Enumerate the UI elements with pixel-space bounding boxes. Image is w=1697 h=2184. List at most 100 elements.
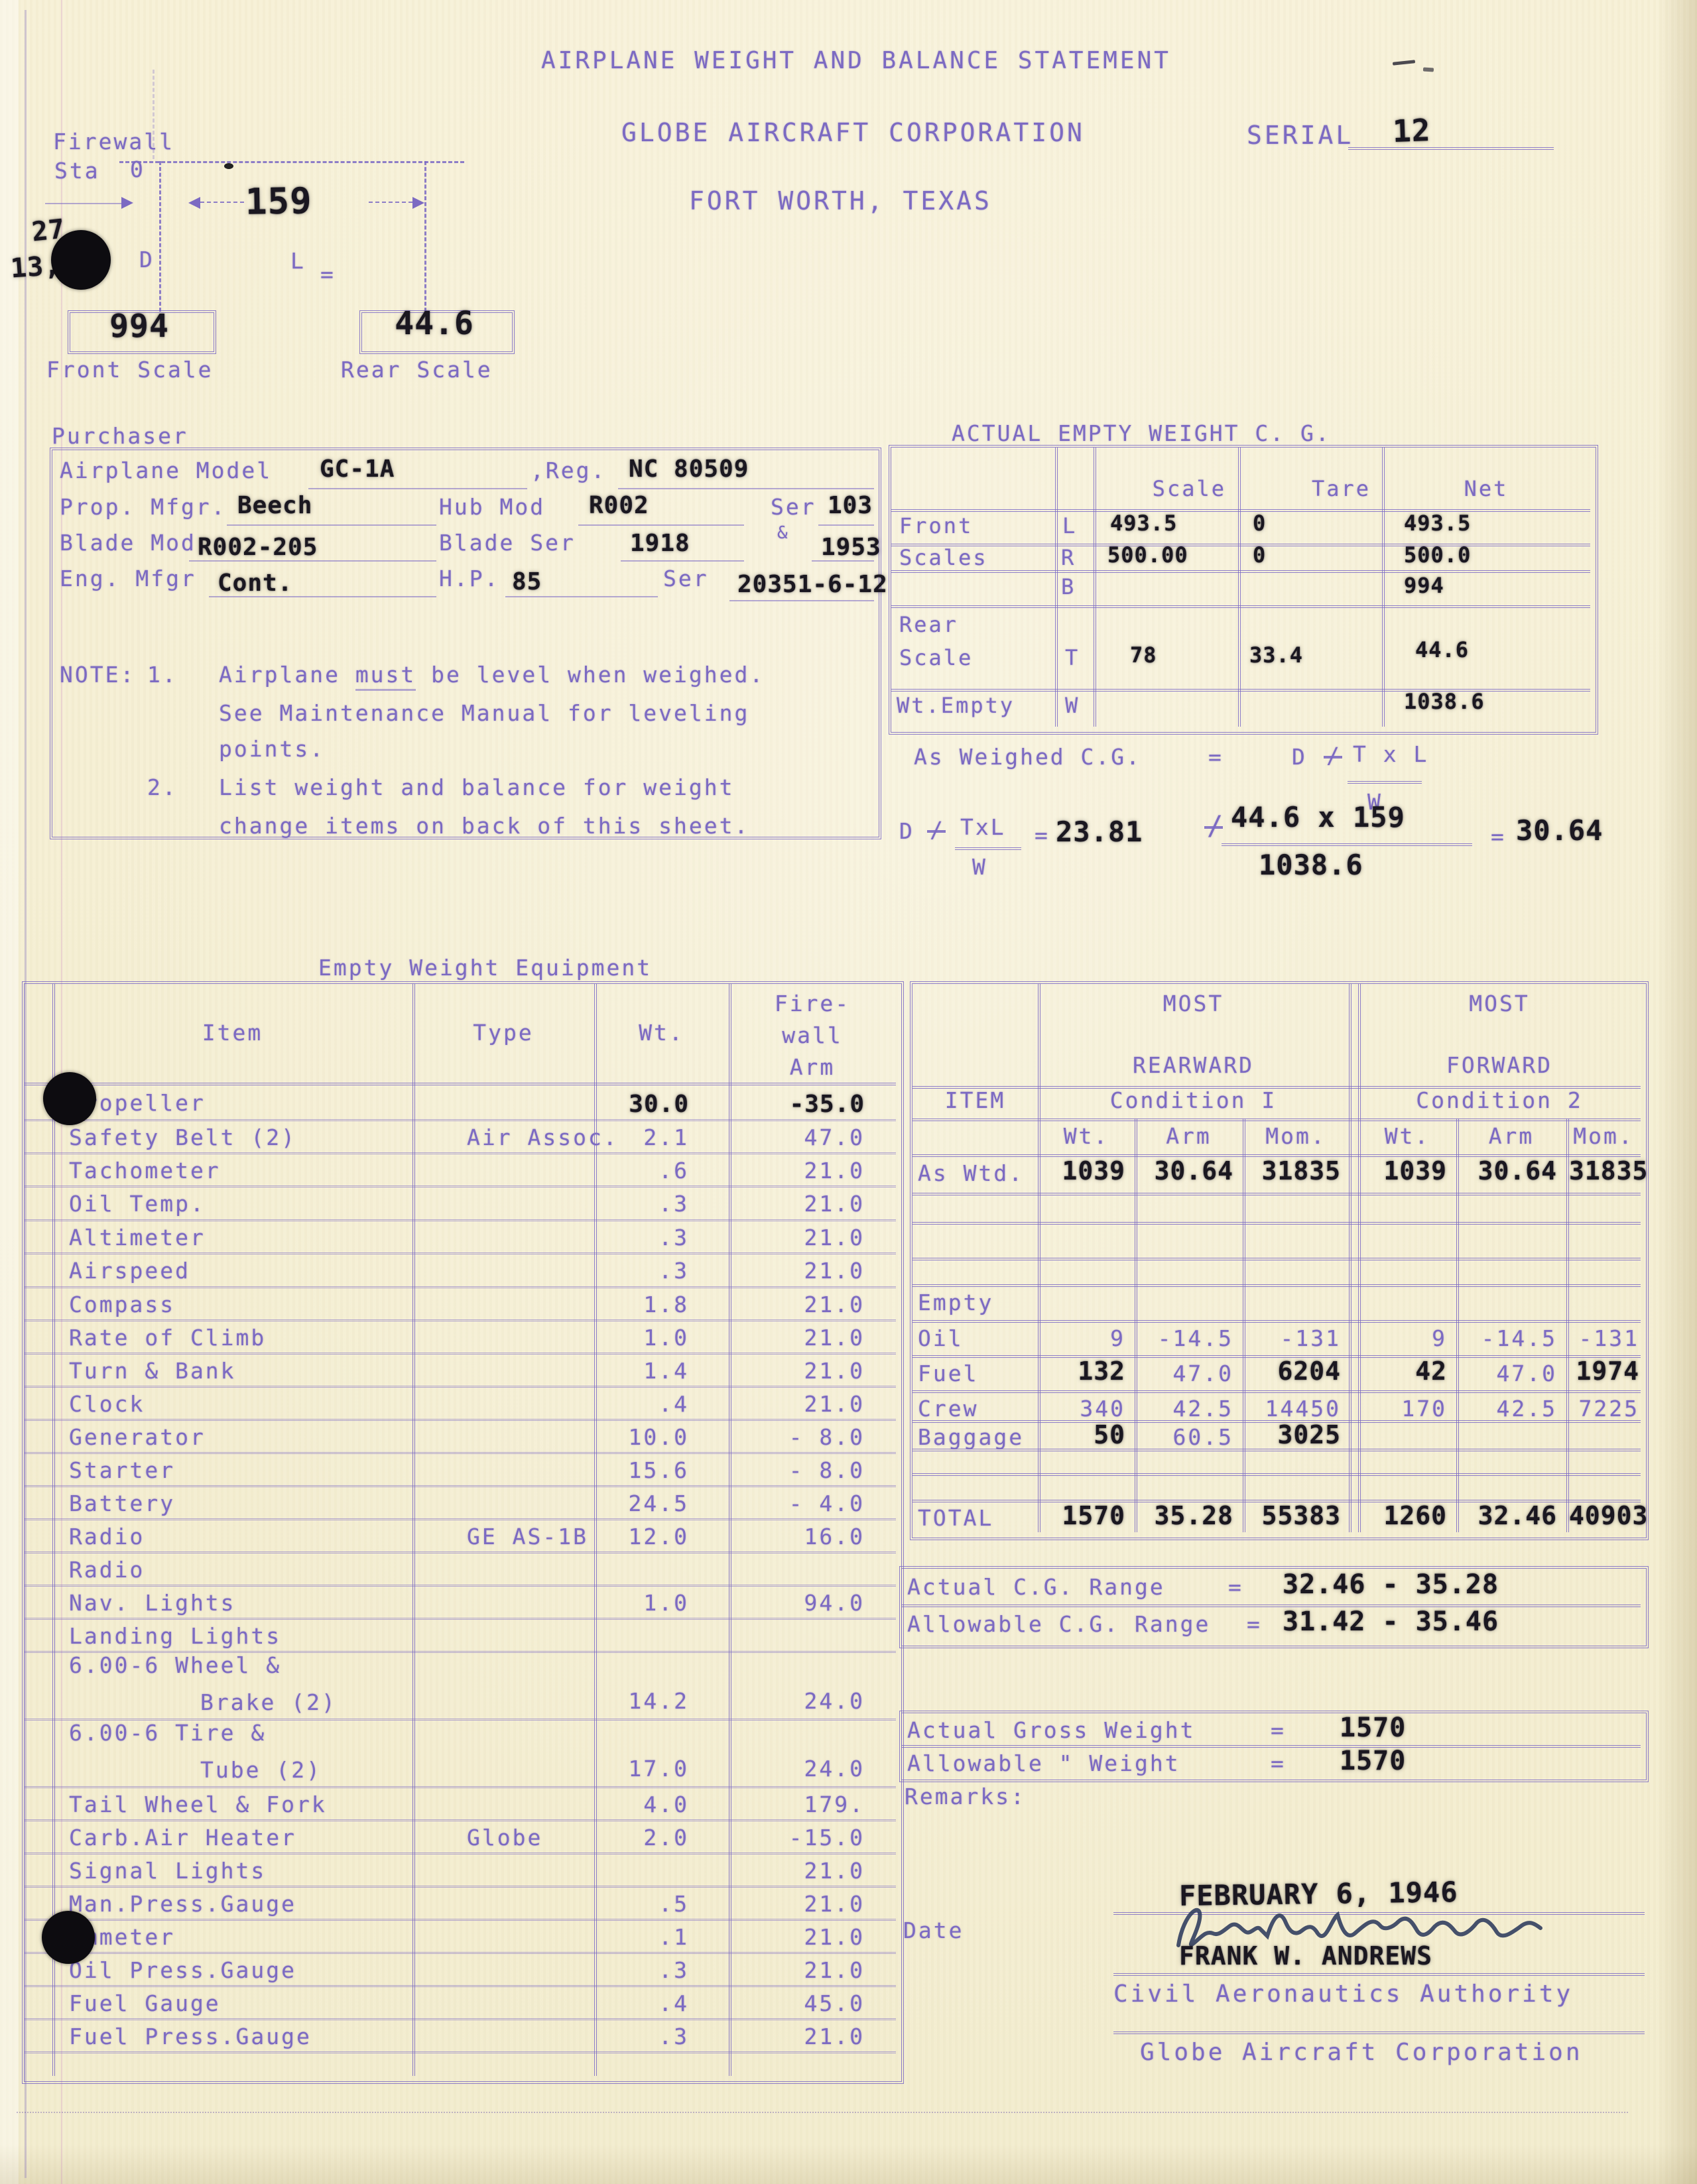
wt-1: 9	[1110, 1325, 1125, 1351]
table-row: Man.Press.Gauge .5 21.0	[25, 1886, 896, 1921]
tare-value: 0	[1253, 542, 1267, 568]
l-equals: =	[320, 261, 336, 287]
rear-scale-value: 44.6	[395, 305, 474, 342]
net-value: 1038.6	[1404, 689, 1485, 714]
condition-2-header: Condition 2	[1416, 1087, 1583, 1113]
equipment-wt: 15.6	[628, 1457, 689, 1483]
hp-value: 85	[512, 568, 542, 595]
equipment-item-line2: Brake (2)	[200, 1689, 337, 1715]
table-row: Generator 10.0 - 8.0	[25, 1419, 896, 1454]
wt-2: 170	[1401, 1396, 1447, 1422]
equipment-table: Item Type Wt. Fire- wall Arm Propeller 30…	[22, 981, 904, 2084]
note-1-post: be level when weighed.	[416, 662, 765, 688]
equipment-wt: .6	[659, 1158, 689, 1183]
equipment-arm: 21.0	[804, 1858, 865, 1884]
l-label: L	[290, 248, 306, 274]
table-row: Radio	[25, 1551, 896, 1587]
purchaser-box	[50, 448, 881, 839]
row-label: Wt.Empty	[897, 693, 1015, 718]
equipment-item-line2: Tube (2)	[200, 1757, 322, 1783]
col-header-net: Net	[1464, 476, 1509, 501]
as-weighed-label: As Weighed C.G.	[914, 744, 1142, 770]
row-divider	[912, 1473, 1641, 1476]
field-underline	[621, 560, 744, 562]
equipment-wt: .4	[659, 1391, 689, 1417]
table-row: Carb.Air Heater Globe 2.0 -15.0	[25, 1819, 896, 1854]
row-divider	[912, 1119, 1641, 1121]
calc-w: W	[972, 854, 987, 880]
hole-punch	[51, 230, 111, 290]
equipment-arm: 21.0	[804, 1258, 865, 1284]
equipment-arm: 179.	[804, 1791, 865, 1817]
equipment-wt: 4.0	[643, 1791, 689, 1817]
fraction-bar	[955, 847, 1021, 850]
table-row: Empty	[912, 1286, 1642, 1320]
tare-value: 33.4	[1249, 642, 1304, 668]
column-divider	[1055, 448, 1058, 727]
equipment-type: Globe	[467, 1825, 543, 1850]
equipment-item: Tail Wheel & Fork	[69, 1791, 327, 1817]
row-letter: W	[1065, 693, 1080, 718]
table-row: Tachometer .6 21.0	[25, 1152, 896, 1187]
fraction-bar	[1222, 843, 1472, 846]
serial-underline	[1348, 147, 1554, 150]
mom-2: 40903	[1569, 1501, 1649, 1530]
equipment-item: Safety Belt (2)	[69, 1124, 297, 1150]
col-header-mom: Mom.	[1573, 1123, 1634, 1149]
row-divider	[891, 509, 1590, 512]
fraction-bar	[1348, 781, 1422, 784]
mom-1: 14450	[1265, 1396, 1341, 1422]
header-divider	[25, 1083, 896, 1085]
row-divider	[912, 1390, 1641, 1393]
note-2-line-2: change items on back of this sheet.	[219, 813, 750, 839]
note-1-line-1: Airplane must be level when weighed.	[219, 662, 765, 691]
equipment-arm: 21.0	[804, 2024, 865, 2049]
equipment-item: Carb.Air Heater	[69, 1825, 297, 1850]
equipment-item: Oil Temp.	[69, 1191, 206, 1217]
eng-mfgr-label: Eng. Mfgr	[60, 566, 196, 591]
equipment-arm: -15.0	[788, 1825, 865, 1850]
blade-ser-label: Blade Ser	[439, 530, 576, 556]
net-value: 500.0	[1404, 542, 1472, 568]
authority-label: Civil Aeronautics Authority	[1113, 1980, 1574, 2008]
arm-2: 47.0	[1496, 1361, 1557, 1386]
equipment-arm: 24.0	[804, 1756, 865, 1782]
table-row: As Wtd. 1039 30.64 31835 1039 30.64 31835	[912, 1156, 1647, 1193]
arm-1: 30.64	[1154, 1156, 1233, 1185]
equipment-arm: 45.0	[804, 1990, 865, 2016]
slash-glyph: /	[1326, 743, 1342, 768]
equipment-arm: 21.0	[804, 1358, 865, 1384]
row-divider	[912, 1420, 1641, 1423]
row-label: Scales	[899, 545, 988, 570]
equipment-wt: 1.8	[643, 1292, 689, 1317]
eng-ser-value: 20351-6-12	[737, 571, 888, 598]
actual-cg-range-label: Actual C.G. Range	[907, 1574, 1165, 1600]
equipment-item: Clock	[69, 1391, 145, 1417]
equipment-item: Compass	[69, 1292, 176, 1317]
condition-item: Baggage	[918, 1424, 1025, 1450]
date-label: Date	[903, 1917, 964, 1943]
net-value: 994	[1404, 573, 1444, 598]
front-scale-label: Front Scale	[46, 357, 214, 383]
table-row: Propeller 30.0 -35.0	[25, 1085, 896, 1121]
mom-1: 3025	[1277, 1420, 1341, 1449]
page-right-edge	[1657, 0, 1697, 2184]
col-header-item: Item	[202, 1020, 263, 1046]
hp-label: H.P.	[439, 566, 500, 591]
row-letter: R	[1061, 545, 1076, 570]
blade-mod-label: Blade Mod	[60, 530, 196, 556]
calc-slash-2: /	[1204, 812, 1225, 841]
condition-item: TOTAL	[918, 1505, 994, 1531]
field-underline	[189, 560, 436, 562]
table-row: Crew 340 42.5 14450 170 42.5 7225	[912, 1392, 1642, 1422]
table-row: Battery 24.5 - 4.0	[25, 1485, 896, 1520]
equipment-item: Tachometer	[69, 1158, 221, 1183]
equipment-wt: 1.0	[643, 1325, 689, 1351]
eng-ser-label: Ser	[663, 566, 709, 591]
allowable-weight-label: Allowable " Weight	[907, 1750, 1180, 1776]
arm-2: -14.5	[1481, 1325, 1557, 1351]
field-underline	[812, 560, 874, 562]
column-divider	[1094, 448, 1096, 727]
column-divider	[1566, 1119, 1569, 1532]
table-row: Fuel 132 47.0 6204 42 47.0 1974	[912, 1357, 1642, 1390]
